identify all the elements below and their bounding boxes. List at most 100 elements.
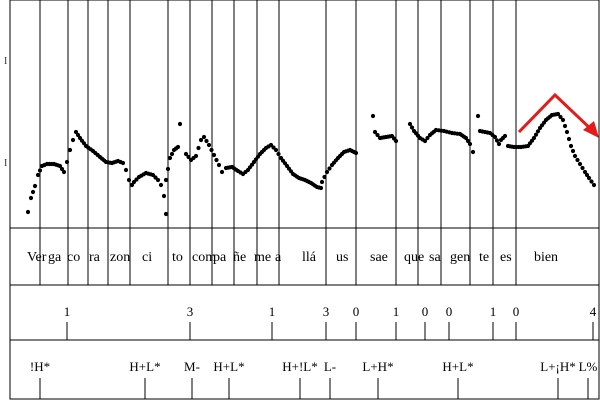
- f0-point: [161, 193, 167, 199]
- f0-point: [37, 168, 43, 173]
- tone-label: L+¡H*: [540, 359, 576, 374]
- f0-point: [531, 135, 537, 141]
- f0-point: [370, 113, 376, 119]
- f0-point: [163, 211, 169, 217]
- f0-point: [201, 134, 207, 140]
- f0-point: [463, 135, 469, 141]
- tone-label: H+L*: [213, 359, 244, 374]
- f0-point: [467, 141, 473, 147]
- break-index-label: 0: [422, 304, 429, 319]
- f0-point: [70, 137, 76, 143]
- f0-point: [57, 163, 63, 169]
- f0-point: [25, 209, 31, 215]
- syllable-label: co: [67, 250, 80, 265]
- y-tick-label-lower: I: [4, 158, 7, 169]
- f0-point: [586, 175, 592, 181]
- f0-point: [32, 183, 38, 189]
- syllable-label: te: [479, 250, 489, 265]
- f0-point: [475, 113, 481, 119]
- f0-point: [73, 129, 79, 135]
- f0-point: [186, 154, 191, 160]
- f0-point: [570, 148, 576, 154]
- syllable-label: ra: [89, 250, 101, 265]
- f0-contour: [25, 111, 597, 217]
- pitch-syllable-boundaries: [39, 0, 600, 228]
- f0-point: [67, 147, 73, 153]
- tone-label: M-: [184, 359, 200, 374]
- syllable-label: me: [254, 250, 271, 265]
- f0-point: [535, 129, 541, 134]
- f0-point: [393, 138, 399, 144]
- break-index-label: 1: [490, 304, 497, 319]
- rise-fall-arrow-icon: [517, 92, 596, 134]
- f0-point: [158, 182, 164, 188]
- f0-point: [572, 153, 578, 159]
- f0-point: [209, 147, 214, 153]
- f0-point: [61, 169, 67, 175]
- syllable-label: es: [500, 250, 512, 265]
- f0-point: [211, 152, 217, 158]
- pitch-panel: I I: [4, 0, 600, 228]
- f0-point: [196, 145, 201, 151]
- f0-point: [407, 121, 413, 127]
- f0-point: [318, 185, 324, 191]
- f0-point: [372, 129, 378, 135]
- f0-point: [375, 132, 380, 138]
- f0-point: [327, 166, 332, 171]
- f0-point: [175, 144, 181, 150]
- syllable-label: a: [275, 250, 282, 265]
- tone-label: L-: [324, 359, 336, 374]
- f0-point: [558, 114, 563, 120]
- f0-point: [165, 166, 171, 172]
- syllable-label: que: [404, 250, 424, 265]
- tone-label: !H*: [30, 359, 50, 374]
- f0-point: [496, 141, 502, 147]
- f0-point: [193, 153, 199, 159]
- syllable-label: zon: [110, 250, 130, 265]
- syllable-label: ñe: [233, 250, 246, 265]
- break-index-label: 3: [323, 304, 330, 319]
- break-index-label: 0: [353, 304, 360, 319]
- syllable-label: sae: [370, 250, 388, 265]
- f0-point: [64, 159, 70, 165]
- f0-point: [465, 138, 471, 144]
- break-index-tier: 1 3 1 3 0 1 0 0 1 0 4: [64, 304, 597, 340]
- tone-tier: !H* H+L* M- H+L* H+!L* L- L+H* H+L* L+¡H* L%: [30, 359, 598, 399]
- f0-point: [575, 157, 580, 163]
- break-index-label: 1: [269, 304, 276, 319]
- break-index-label: 1: [64, 304, 71, 319]
- f0-point: [216, 162, 222, 168]
- syllable-label: llá: [302, 250, 317, 265]
- f0-point: [155, 177, 161, 183]
- f0-point: [214, 157, 219, 163]
- f0-point: [273, 147, 279, 153]
- syllable-label: ci: [142, 250, 152, 265]
- f0-point: [502, 133, 508, 139]
- f0-point: [568, 143, 574, 149]
- break-index-label: 3: [187, 304, 194, 319]
- syllable-label: to: [172, 250, 183, 265]
- f0-point: [75, 132, 81, 138]
- f0-point: [577, 161, 583, 167]
- f0-point: [470, 149, 476, 155]
- figure-frame: [9, 0, 600, 400]
- f0-point: [562, 123, 568, 129]
- syllable-label: ga: [48, 250, 62, 265]
- f0-point: [198, 137, 204, 143]
- f0-point: [591, 182, 597, 188]
- tone-label: L+H*: [362, 359, 393, 374]
- f0-point: [59, 166, 65, 172]
- break-index-label: 4: [590, 304, 597, 319]
- f0-point: [123, 167, 129, 173]
- f0-point: [163, 177, 169, 183]
- break-index-label: 1: [393, 304, 400, 319]
- f0-point: [566, 136, 572, 142]
- f0-point: [409, 125, 415, 130]
- f0-point: [533, 132, 539, 137]
- f0-point: [580, 165, 585, 171]
- f0-point: [555, 111, 561, 117]
- f0-point: [129, 182, 135, 188]
- f0-point: [494, 138, 500, 143]
